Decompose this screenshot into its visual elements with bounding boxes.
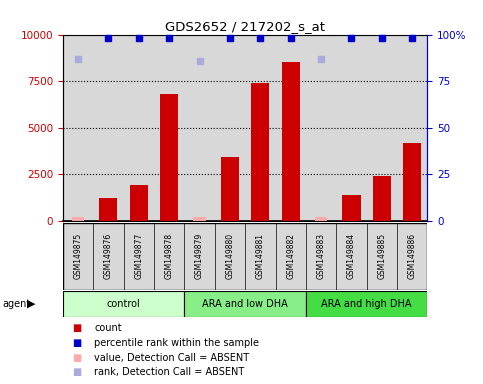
Text: rank, Detection Call = ABSENT: rank, Detection Call = ABSENT <box>94 367 244 377</box>
Text: GSM149878: GSM149878 <box>165 233 174 280</box>
Text: GSM149884: GSM149884 <box>347 233 356 280</box>
Text: ■: ■ <box>72 353 82 362</box>
Text: GSM149881: GSM149881 <box>256 233 265 279</box>
Text: ARA and low DHA: ARA and low DHA <box>202 299 288 309</box>
Text: GSM149883: GSM149883 <box>316 233 326 280</box>
Title: GDS2652 / 217202_s_at: GDS2652 / 217202_s_at <box>165 20 325 33</box>
Text: GSM149886: GSM149886 <box>408 233 417 280</box>
Text: GSM149885: GSM149885 <box>377 233 386 280</box>
Bar <box>99 199 117 221</box>
FancyBboxPatch shape <box>185 291 306 317</box>
Bar <box>373 176 391 221</box>
Bar <box>251 83 270 221</box>
Text: agent: agent <box>2 299 30 309</box>
Bar <box>72 217 84 221</box>
Text: control: control <box>107 299 141 309</box>
Text: GSM149882: GSM149882 <box>286 233 295 279</box>
Text: ■: ■ <box>72 367 82 377</box>
Bar <box>129 185 148 221</box>
Bar <box>342 195 361 221</box>
FancyBboxPatch shape <box>63 223 427 290</box>
Bar <box>282 63 300 221</box>
FancyBboxPatch shape <box>306 291 427 317</box>
Text: GSM149876: GSM149876 <box>104 233 113 280</box>
Text: ■: ■ <box>72 323 82 333</box>
Bar <box>315 217 327 221</box>
Text: GSM149877: GSM149877 <box>134 233 143 280</box>
Bar <box>403 142 421 221</box>
Text: ■: ■ <box>72 338 82 348</box>
Text: count: count <box>94 323 122 333</box>
Bar <box>160 94 178 221</box>
Bar <box>221 157 239 221</box>
Text: GSM149875: GSM149875 <box>73 233 83 280</box>
Text: GSM149879: GSM149879 <box>195 233 204 280</box>
FancyBboxPatch shape <box>63 291 185 317</box>
Text: ARA and high DHA: ARA and high DHA <box>321 299 412 309</box>
Text: GSM149880: GSM149880 <box>226 233 234 280</box>
Text: value, Detection Call = ABSENT: value, Detection Call = ABSENT <box>94 353 249 362</box>
Text: ▶: ▶ <box>27 299 35 309</box>
Text: percentile rank within the sample: percentile rank within the sample <box>94 338 259 348</box>
Bar <box>194 217 206 221</box>
